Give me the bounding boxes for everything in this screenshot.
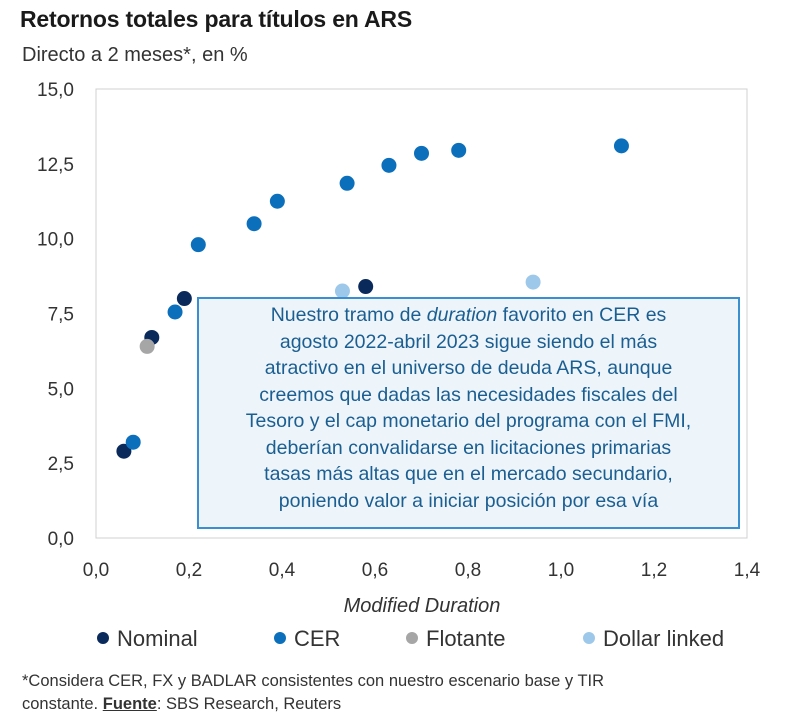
annotation-line: Nuestro tramo de duration favorito en CE… [270, 304, 667, 326]
data-points [116, 138, 629, 459]
point-cer [381, 157, 397, 173]
y-tick-label: 2,5 [48, 454, 74, 475]
legend-label-flotante: Flotante [426, 626, 506, 651]
y-tick-label: 10,0 [37, 230, 74, 251]
point-cer [167, 304, 183, 320]
scatter-chart: 0,0 2,5 5,0 7,5 10,0 12,5 15,0 0,0 0,2 0,4 0,6 0,8… [37, 80, 761, 651]
point-cer [125, 434, 141, 450]
x-tick-label: 1,0 [548, 560, 574, 581]
source-text: : SBS Research, Reuters [156, 695, 342, 713]
point-cer [190, 237, 206, 253]
legend-marker-flotante [406, 632, 418, 644]
y-axis: 0,0 2,5 5,0 7,5 10,0 12,5 15,0 [37, 80, 74, 550]
point-nominal [116, 443, 132, 459]
annotation-box: Nuestro tramo de duration favorito en CE… [197, 297, 740, 529]
annotation-line: deberían convalidarse en licitaciones pr… [265, 436, 672, 459]
point-cer [269, 193, 285, 209]
annotation-line: Tesoro y el cap monetario del programa c… [245, 410, 692, 432]
legend: Nominal CER Flotante Dollar linked [97, 626, 724, 651]
x-tick-label: 1,2 [641, 560, 667, 581]
x-tick-label: 0,0 [83, 560, 109, 581]
x-tick-label: 0,4 [269, 560, 296, 581]
point-cer [414, 145, 429, 161]
point-cer [339, 175, 355, 191]
annotation-line: tasas más altas que en el mercado secund… [264, 463, 673, 485]
annotation-line: agosto 2022-abril 2023 sigue siendo el m… [279, 330, 658, 353]
y-tick-label: 12,5 [37, 155, 74, 176]
x-tick-label: 1,4 [734, 560, 761, 581]
point-dollar-linked [334, 283, 350, 299]
point-nominal [358, 279, 374, 295]
plot-area-frame [95, 88, 748, 539]
x-axis-label: Modified Duration [344, 595, 501, 617]
legend-label-dollar-linked: Dollar linked [603, 626, 724, 651]
y-tick-label: 15,0 [37, 80, 74, 101]
y-tick-label: 7,5 [48, 305, 74, 326]
x-tick-label: 0,8 [455, 560, 481, 581]
point-nominal [176, 291, 192, 307]
point-cer [451, 142, 467, 158]
chart-subtitle: Directo a 2 meses*, en % [22, 44, 248, 66]
x-axis: 0,0 0,2 0,4 0,6 0,8 1,0 1,2 1,4 [83, 560, 761, 581]
chart-title: Retornos totales para títulos en ARS [20, 6, 412, 32]
point-dollar-linked [525, 274, 541, 290]
point-cer [246, 216, 262, 232]
y-tick-label: 0,0 [48, 529, 74, 550]
point-cer [613, 138, 629, 154]
legend-marker-cer [274, 632, 286, 644]
legend-marker-dollar-linked [583, 632, 595, 644]
y-tick-label: 5,0 [48, 379, 74, 400]
footnote-line-2-prefix: constante. [22, 695, 103, 713]
legend-label-nominal: Nominal [117, 626, 198, 651]
x-tick-label: 0,2 [176, 560, 202, 581]
legend-marker-nominal [97, 632, 109, 644]
x-tick-label: 0,6 [362, 560, 388, 581]
annotation-line: poniendo valor a iniciar posición por es… [278, 489, 659, 512]
legend-label-cer: CER [294, 626, 340, 651]
source-label: Fuente [102, 695, 157, 713]
footnote-line-1: *Considera CER, FX y BADLAR consistentes… [22, 672, 605, 690]
annotation-line: atractivo en el universo de deuda ARS, a… [264, 357, 673, 379]
annotation-line: creemos que dadas las necesidades fiscal… [259, 383, 678, 406]
point-flotante [139, 338, 155, 354]
footnote: *Considera CER, FX y BADLAR consistentes… [22, 670, 792, 716]
